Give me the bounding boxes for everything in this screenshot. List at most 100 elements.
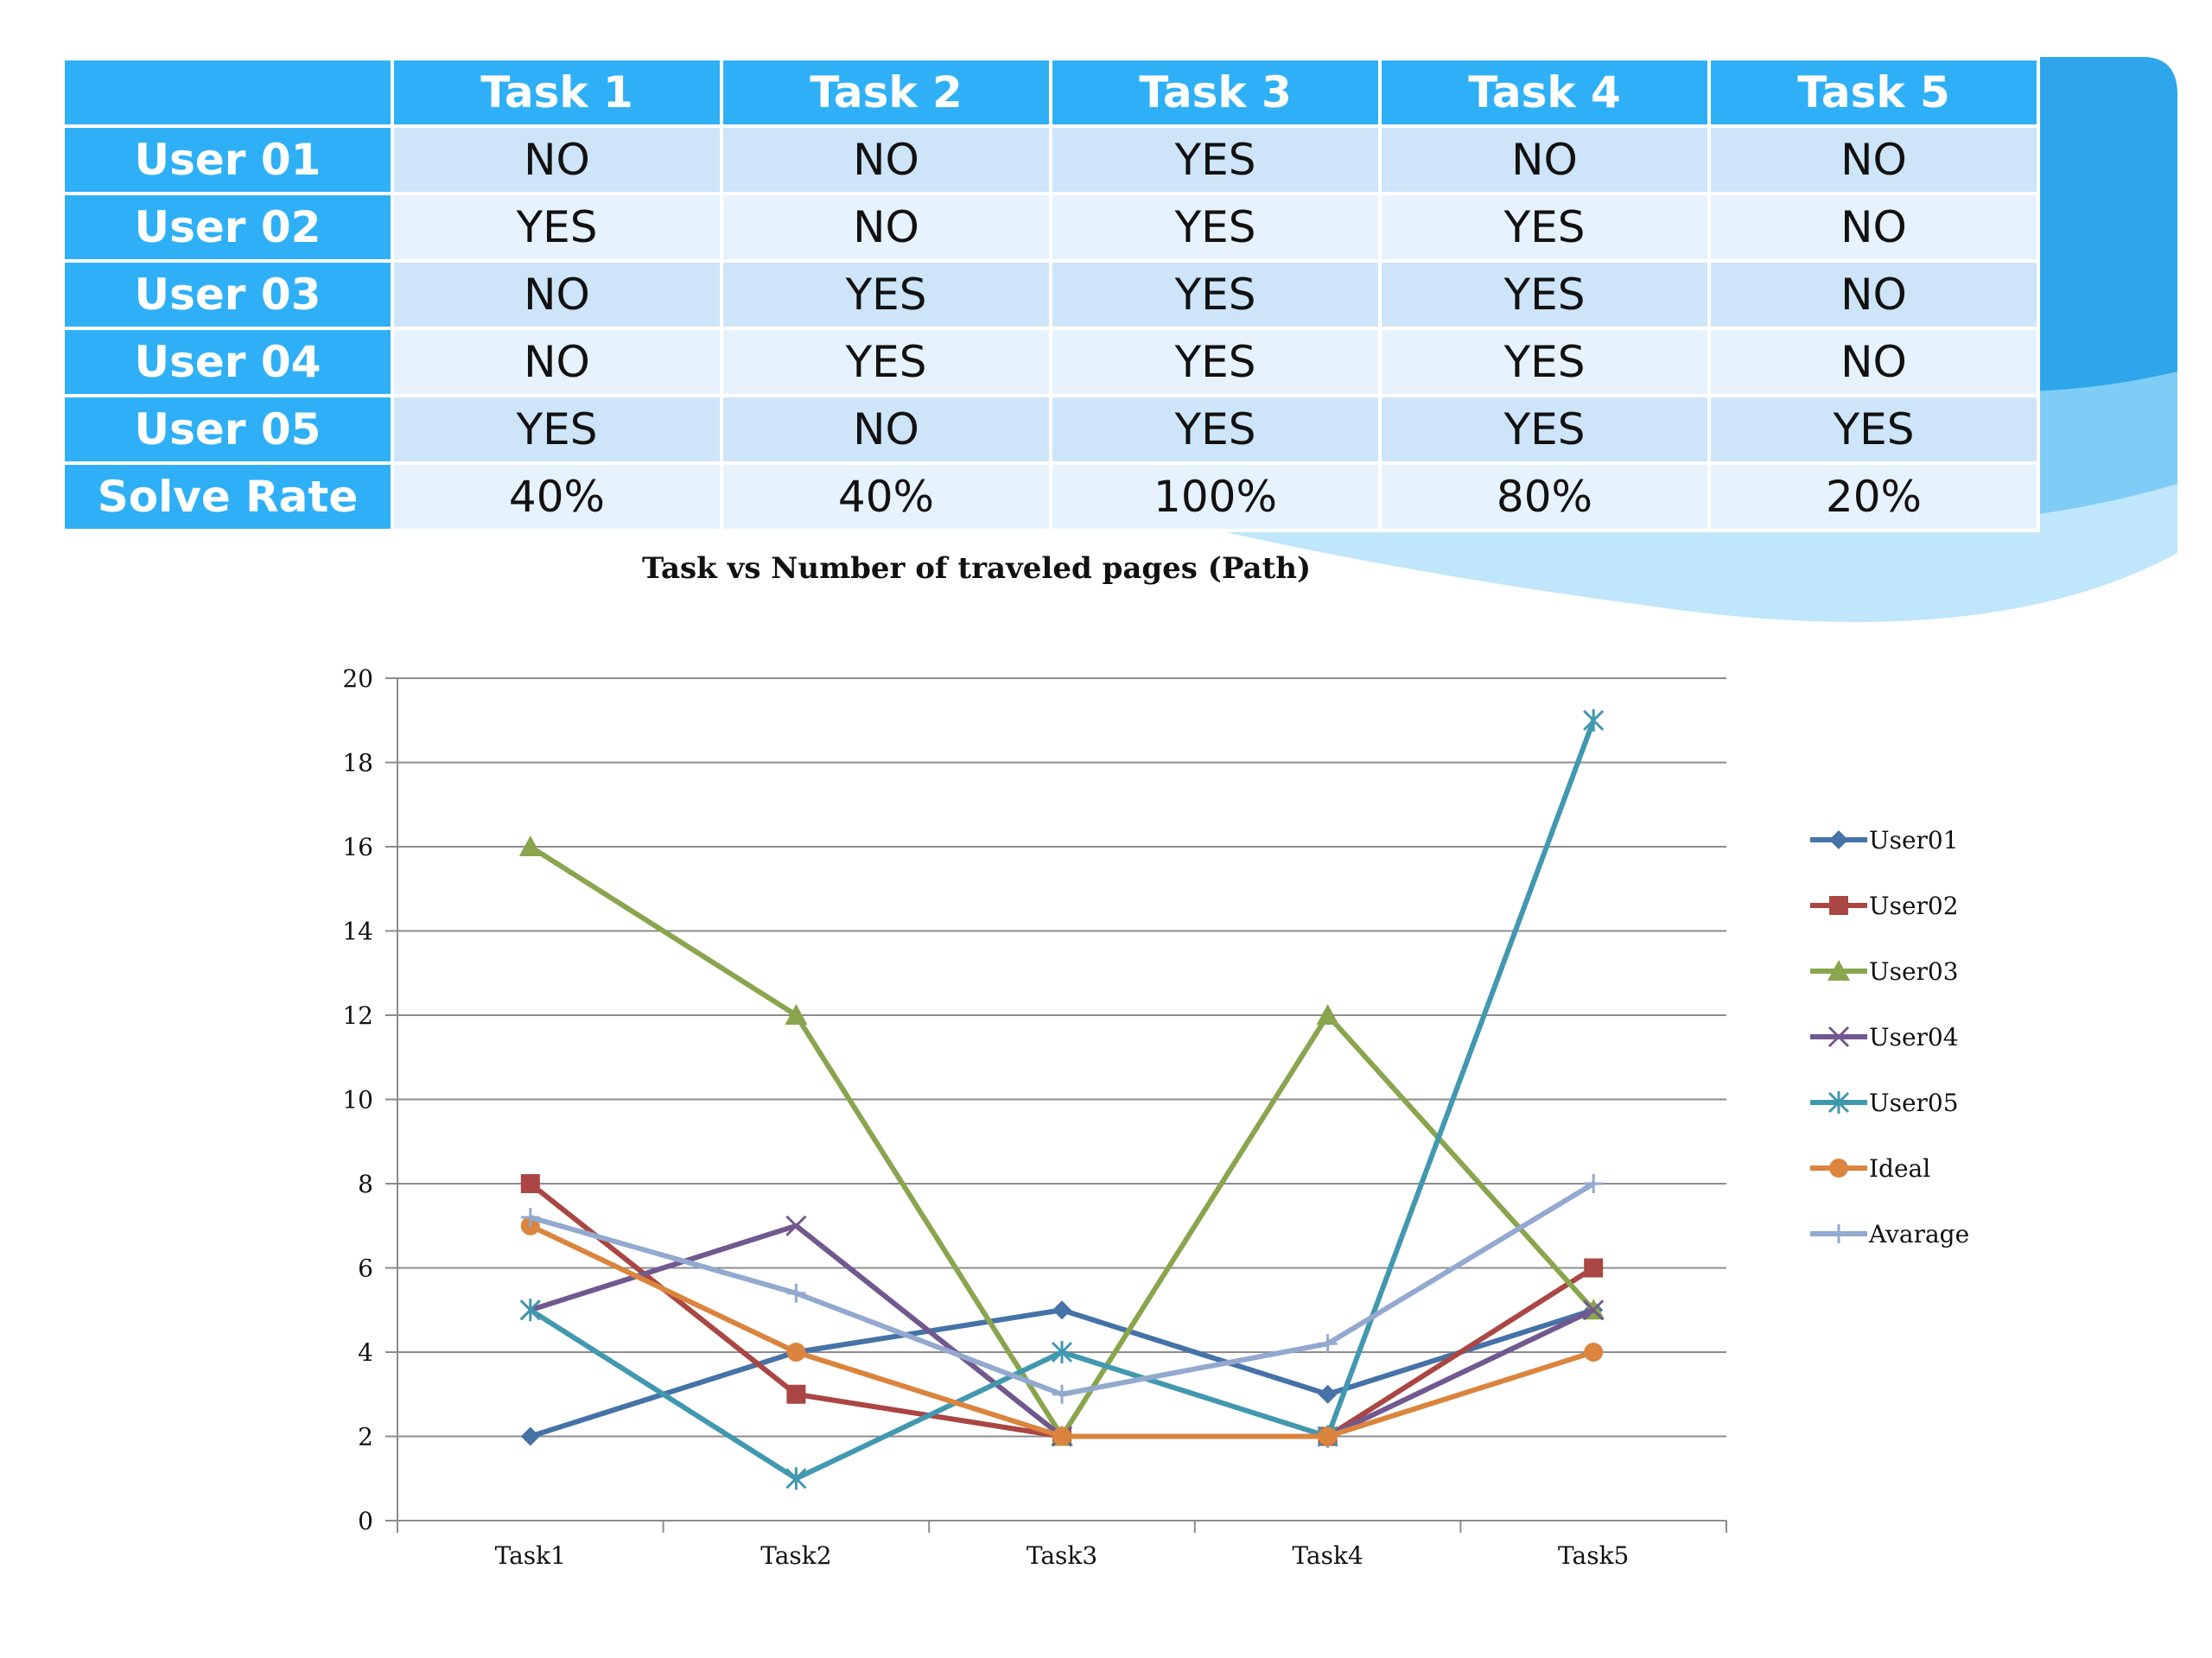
legend-label-ideal: Ideal	[1869, 1154, 1930, 1183]
table-cell: NO	[1378, 124, 1711, 195]
data-point-user05	[785, 1467, 807, 1490]
chart-title: Task vs Number of traveled pages (Path)	[641, 551, 1312, 586]
data-point-avarage	[1052, 1384, 1071, 1404]
data-point-ideal	[1584, 1343, 1604, 1362]
y-tick-label: 2	[358, 1423, 373, 1452]
data-point-user01	[520, 1426, 540, 1446]
table-cell: YES	[1049, 327, 1382, 397]
data-point-user02	[520, 1174, 540, 1193]
table-cell: YES	[391, 394, 723, 465]
legend-marker-user01	[1829, 830, 1848, 849]
data-point-user04	[785, 1215, 807, 1236]
y-tick-label: 6	[358, 1255, 373, 1283]
x-tick-label: Task4	[1292, 1541, 1363, 1570]
row-label: Solve Rate	[61, 461, 394, 532]
legend-marker-avarage	[1829, 1224, 1848, 1243]
data-point-user02	[1584, 1258, 1604, 1278]
table-cell: 80%	[1378, 461, 1711, 532]
header-task-5: Task 5	[1707, 57, 2040, 128]
legend-marker-user03	[1827, 960, 1850, 981]
table-header-row: Task 1 Task 2 Task 3 Task 4 Task 5	[61, 57, 2040, 128]
y-tick-label: 16	[342, 833, 373, 861]
legend-marker-user05	[1827, 1091, 1850, 1114]
header-task-4: Task 4	[1378, 57, 1711, 128]
table-row: User 03 NO YES YES YES NO	[61, 259, 2040, 330]
table-cell: NO	[1707, 259, 2040, 330]
x-tick-label: Task1	[495, 1541, 566, 1570]
table-cell: 40%	[391, 461, 723, 532]
row-label: User 04	[61, 327, 394, 397]
legend-label-user05: User05	[1869, 1089, 1959, 1117]
legend-label-user01: User01	[1869, 826, 1959, 854]
y-tick-label: 14	[342, 918, 373, 946]
table-cell: NO	[1707, 124, 2040, 195]
table-row: User 05 YES NO YES YES YES	[61, 394, 2040, 465]
table-cell: 40%	[720, 461, 1052, 532]
row-label: User 01	[61, 124, 394, 195]
data-point-avarage	[520, 1208, 540, 1227]
table-cell: NO	[720, 124, 1052, 195]
table-cell: YES	[1049, 394, 1382, 465]
data-point-user03	[1316, 1004, 1339, 1025]
y-tick-label: 0	[358, 1507, 373, 1535]
data-point-user01	[1052, 1300, 1071, 1320]
header-corner-cell	[61, 57, 394, 128]
y-tick-label: 12	[342, 1001, 373, 1030]
table-cell: YES	[1378, 394, 1711, 465]
table-cell: 100%	[1049, 461, 1382, 532]
data-point-user03	[518, 835, 542, 856]
table-row: User 02 YES NO YES YES NO	[61, 192, 2040, 263]
legend-label-user02: User02	[1869, 892, 1959, 920]
table-cell: YES	[1049, 192, 1382, 263]
table-cell: YES	[1049, 124, 1382, 195]
x-tick-label: Task2	[760, 1541, 831, 1570]
data-point-ideal	[1052, 1426, 1071, 1446]
data-point-user05	[1051, 1341, 1073, 1363]
table-cell: NO	[391, 327, 723, 397]
table-row: User 01 NO NO YES NO NO	[61, 124, 2040, 195]
table-cell: YES	[1378, 192, 1711, 263]
y-tick-label: 10	[342, 1086, 373, 1115]
header-task-1: Task 1	[391, 57, 723, 128]
data-point-ideal	[1318, 1426, 1338, 1446]
data-point-avarage	[786, 1283, 806, 1303]
series-line-user01	[529, 1307, 1595, 1439]
data-point-avarage	[1584, 1174, 1604, 1193]
data-point-user02	[786, 1384, 806, 1404]
table-cell: NO	[720, 394, 1052, 465]
legend-marker-user02	[1829, 896, 1848, 915]
data-point-user01	[1318, 1384, 1338, 1404]
table-cell: 20%	[1707, 461, 2040, 532]
row-label: User 03	[61, 259, 394, 330]
solve-rate-row: Solve Rate 40% 40% 100% 80% 20%	[61, 461, 2040, 532]
table-cell: NO	[391, 259, 723, 330]
table-cell: YES	[1707, 394, 2040, 465]
y-tick-label: 8	[358, 1170, 373, 1198]
table-cell: NO	[391, 124, 723, 195]
table-cell: YES	[391, 192, 723, 263]
x-tick-label: Task3	[1027, 1541, 1097, 1570]
table-cell: YES	[1378, 327, 1711, 397]
table-cell: NO	[720, 192, 1052, 263]
legend-label-avarage: Avarage	[1868, 1220, 1969, 1248]
table-cell: NO	[1707, 327, 2040, 397]
y-tick-label: 4	[358, 1338, 373, 1367]
legend-marker-ideal	[1829, 1159, 1848, 1178]
table-cell: YES	[1378, 259, 1711, 330]
task-results-table: Task 1 Task 2 Task 3 Task 4 Task 5 User …	[61, 57, 2040, 532]
data-point-user05	[1583, 708, 1605, 732]
row-label: User 05	[61, 394, 394, 465]
row-label: User 02	[61, 192, 394, 263]
data-point-avarage	[1318, 1334, 1338, 1354]
legend-marker-user04	[1827, 1026, 1850, 1048]
legend-label-user03: User03	[1869, 957, 1959, 986]
data-point-user04	[1583, 1299, 1605, 1321]
legend-label-user04: User04	[1869, 1023, 1959, 1051]
data-point-user05	[519, 1299, 541, 1322]
y-tick-label: 18	[342, 749, 373, 778]
table-cell: YES	[720, 327, 1052, 397]
x-tick-label: Task5	[1558, 1541, 1629, 1570]
table-cell: YES	[720, 259, 1052, 330]
header-task-3: Task 3	[1049, 57, 1382, 128]
